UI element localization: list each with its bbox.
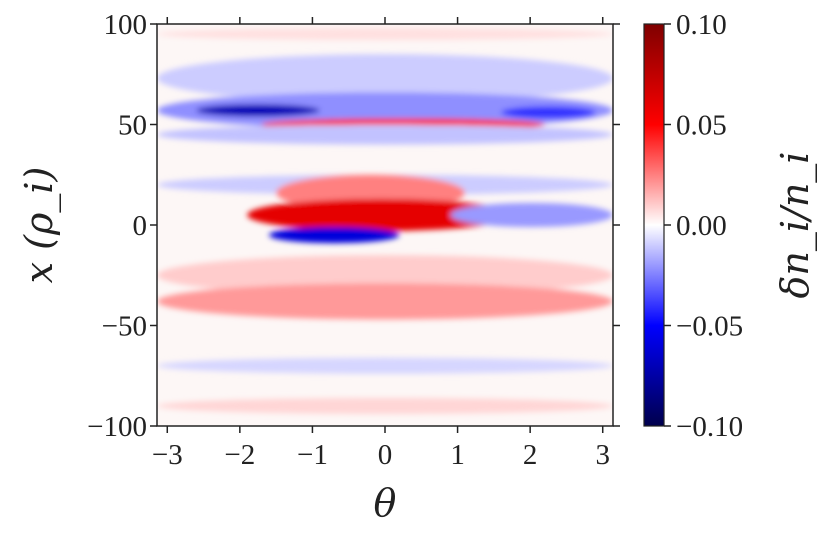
colorbar — [643, 23, 665, 427]
y-axis-ticks: 100 50 0 −50 −100 — [87, 9, 620, 443]
x-tick-label: 2 — [523, 439, 538, 471]
contour-band-12 — [157, 255, 613, 296]
x-tick-label: 1 — [450, 439, 465, 471]
y-tick-label: −50 — [102, 311, 147, 343]
y-axis-label: x (ρ_i) — [17, 167, 62, 284]
y-tick-label: 50 — [118, 110, 147, 142]
contour-band-1 — [157, 54, 613, 103]
contour-band-11 — [450, 202, 613, 228]
contour-band-9 — [247, 198, 516, 232]
colorbar-ticks: 0.10 0.05 0.00 −0.05 −0.10 — [664, 9, 743, 443]
colorbar-tick-label: 0.05 — [676, 110, 727, 142]
colorbar-tick-label: −0.05 — [676, 311, 743, 343]
colorbar-tick-label: −0.10 — [676, 411, 743, 443]
contour-band-2 — [157, 92, 613, 129]
contour-band-0 — [157, 28, 613, 41]
x-axis-label: θ — [374, 481, 397, 525]
contour-band-15 — [157, 397, 613, 414]
x-axis-ticks: −3 −2 −1 0 1 2 3 — [152, 17, 610, 471]
x-tick-label: −1 — [297, 439, 328, 471]
x-tick-label: −2 — [224, 439, 255, 471]
x-tick-label: −3 — [152, 439, 183, 471]
y-tick-label: −100 — [87, 411, 147, 443]
x-tick-label: 3 — [595, 439, 610, 471]
y-tick-label: 100 — [104, 9, 148, 41]
contour-band-3 — [196, 104, 320, 117]
contour-band-4 — [501, 106, 596, 119]
colorbar-label: δn_i/n_i — [773, 152, 818, 299]
colorbar-tick-label: 0.00 — [676, 210, 727, 242]
colorbar-tick-label: 0.10 — [676, 9, 727, 41]
y-tick-label: 0 — [133, 210, 148, 242]
contour-band-6 — [157, 124, 613, 145]
x-tick-label: 0 — [378, 439, 393, 471]
contour-band-14 — [157, 357, 613, 374]
contour-band-10 — [268, 227, 400, 244]
contour-band-13 — [157, 283, 613, 320]
contour-field — [157, 28, 613, 414]
